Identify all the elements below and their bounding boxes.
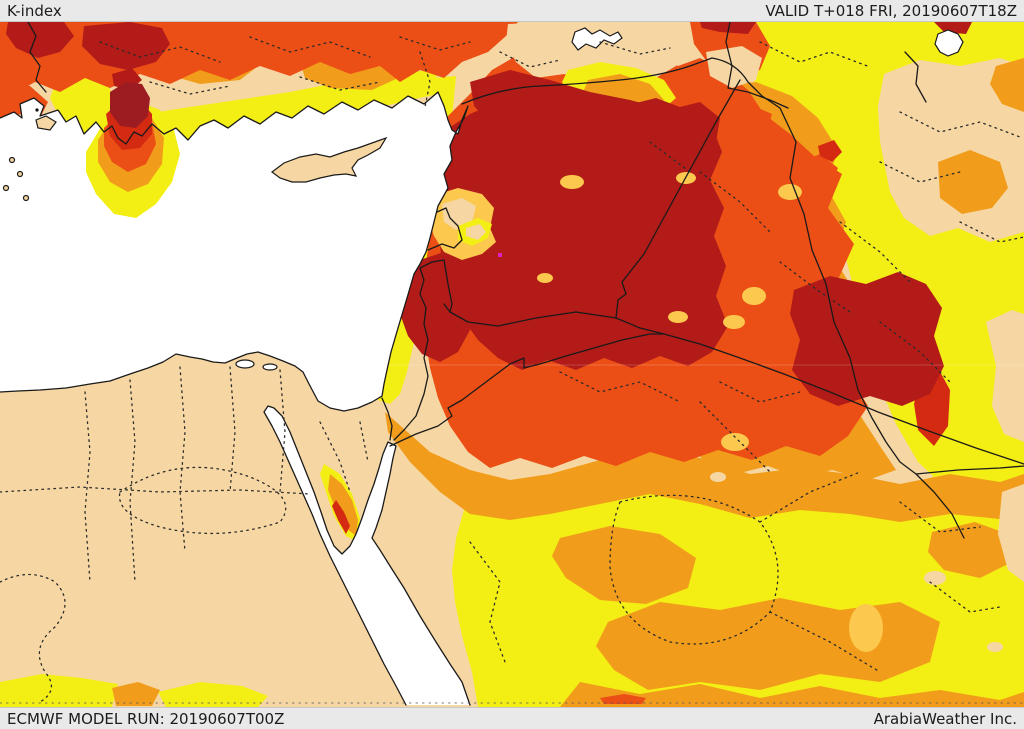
border-syria-iraq: [615, 79, 741, 319]
contour-yellow-egypt-sw1: [0, 674, 118, 707]
contour-orange-saudi-blob3: [928, 522, 1012, 578]
contour-tan-lebanon1: [442, 198, 476, 230]
contour-gold-spot3: [778, 184, 802, 200]
contour-red-ne-small: [818, 140, 842, 162]
border-iraq-iran: [779, 107, 1024, 539]
border-syria-jordan: [449, 311, 617, 327]
border-urmia-region: [904, 51, 927, 103]
map-canvas: [0, 22, 1024, 707]
contour-orange-ne1: [938, 150, 1008, 214]
islands: [2, 108, 388, 202]
valid-time-label: VALID T+018 FRI, 20190607T18Z: [765, 1, 1017, 20]
contour-dred-central: [437, 94, 728, 370]
footer-bar: ECMWF MODEL RUN: 20190607T00Z ArabiaWeat…: [0, 707, 1024, 729]
contour-orange-saudi-band: [385, 412, 1024, 522]
contour-tan-iran-edge1: [986, 310, 1024, 442]
max-value-marker: [498, 253, 502, 257]
border-egypt-israel: [381, 397, 393, 441]
border-nw-turkey: [27, 22, 47, 93]
contour-dred-deadsea: [396, 252, 470, 362]
header-bar: K-index VALID T+018 FRI, 20190607T18Z: [0, 0, 1024, 22]
contour-red-sinai: [332, 500, 350, 534]
branding-label: ArabiaWeather Inc.: [873, 709, 1017, 728]
contour-tan-spot2: [987, 642, 1003, 652]
contour-dred-iraq-south: [790, 272, 944, 406]
coastlines: [0, 91, 471, 706]
contour-tan-spot1: [924, 571, 946, 585]
delta-lagoon-1: [235, 359, 255, 369]
city-dot: [35, 108, 39, 112]
contour-gold-spot5: [723, 315, 745, 329]
contour-orange-saudi-blob1: [552, 526, 696, 604]
lake-urmia: [934, 29, 964, 57]
border-iraq-saudi: [663, 333, 1024, 465]
contour-orange-ne2: [990, 58, 1024, 112]
contour-gold-se: [849, 604, 883, 652]
border-turkey-caucasus: [725, 22, 789, 109]
contour-gold-spot4: [742, 287, 766, 305]
border-turkey-syria: [461, 57, 781, 109]
country-borders: [27, 22, 1024, 539]
border-lebanon: [427, 207, 463, 251]
aegean-islet-2: [16, 170, 24, 178]
aegean-islet-1: [8, 156, 16, 164]
contour-gold-spot6: [668, 311, 688, 323]
contour-orred-bottom-dash: [600, 694, 646, 704]
contour-tan-pocket-turkey: [506, 22, 688, 82]
coast-red-sea: [263, 405, 471, 706]
red-sea: [264, 406, 470, 705]
plume-maroon-core: [110, 82, 150, 128]
border-galilee: [419, 259, 453, 313]
contour-gold-spot8: [537, 273, 553, 283]
contour-orred-east1: [702, 100, 772, 144]
aegean-islet-4: [22, 194, 30, 202]
contour-tan-lebanon2: [466, 224, 486, 240]
model-run-label: ECMWF MODEL RUN: 20190607T00Z: [7, 709, 285, 728]
border-jordan-iraq: [615, 317, 665, 335]
contour-tan-iran-edge2: [998, 484, 1024, 582]
aegean-islet-3: [2, 184, 10, 192]
contour-tan-spot3: [710, 472, 726, 482]
admin-borders-dotted: [0, 36, 1024, 703]
contour-orred-east2: [796, 154, 838, 184]
contour-gold-spot7: [721, 433, 749, 451]
border-israel-jordan: [393, 267, 429, 441]
border-jordan-saudi: [389, 333, 665, 447]
contour-orange-saudi-blob2: [596, 598, 940, 690]
contour-orange-sinai-core: [328, 474, 358, 536]
contour-gold-spot1: [560, 175, 584, 189]
lake-turkey: [571, 27, 623, 51]
rhodes-island: [35, 115, 57, 131]
contour-dred-ne-corner: [934, 22, 972, 34]
cyprus-island: [271, 136, 388, 183]
contour-dred-nw2: [82, 22, 170, 70]
contour-orange-egypt-sw: [112, 682, 160, 706]
coast-mediterranean: [0, 91, 469, 412]
contour-dred-nw1: [6, 22, 74, 58]
weather-map-svg: [0, 22, 1024, 707]
contour-yellow-egypt-sw2: [158, 682, 268, 707]
antalya-plume: [86, 82, 180, 218]
contour-dred-ne-strip: [700, 22, 756, 34]
contour-orange-saudi-bottom: [560, 682, 1024, 707]
delta-lagoon-2: [262, 363, 278, 371]
parameter-title: K-index: [7, 1, 62, 20]
